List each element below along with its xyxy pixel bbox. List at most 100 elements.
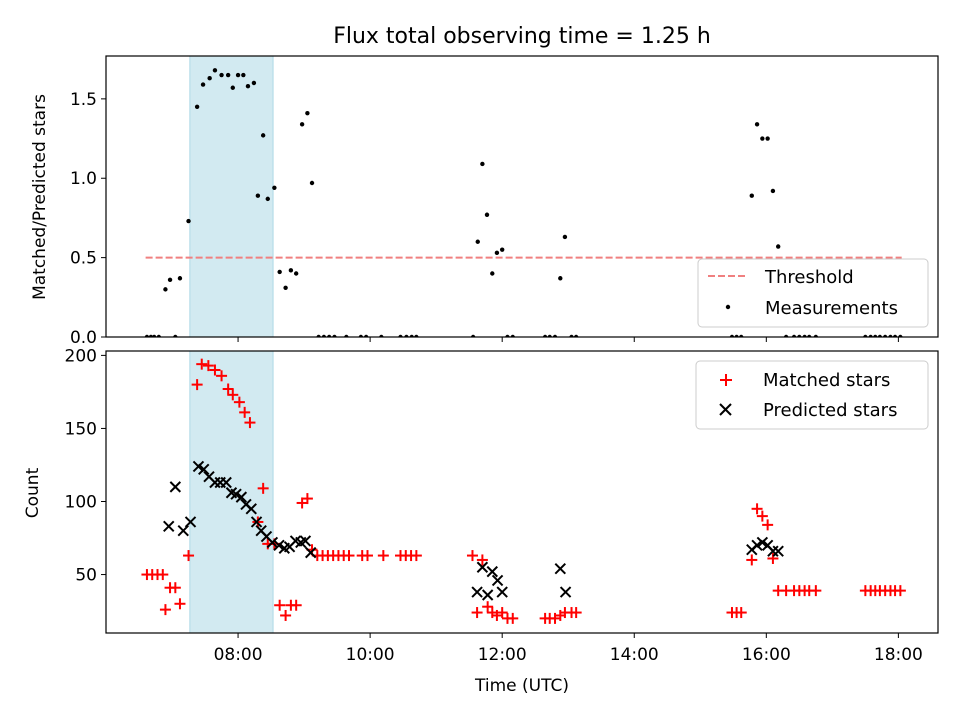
top-legend-box [697, 258, 929, 328]
matched-stars-point-24 [280, 609, 292, 621]
predicted-stars-point-5 [198, 463, 210, 476]
predicted-stars-point-24 [299, 535, 312, 547]
measurements-point-23 [272, 185, 277, 190]
predicted-stars-point-4 [192, 460, 205, 473]
predicted-stars-point-29 [486, 565, 498, 578]
predicted-stars-point-39 [772, 545, 784, 557]
predicted-stars-legend-label: Predicted stars [763, 400, 897, 421]
top-ticks: 0.0 0.5 1.0 1.5 [70, 90, 899, 348]
matched-stars-point-50 [496, 607, 508, 619]
measurements-point-44 [475, 239, 480, 244]
matched-stars-point-39 [377, 550, 389, 562]
matched-stars-point-15 [227, 389, 239, 401]
top-y-tick-label: 0.5 [70, 249, 97, 269]
top-legend: Threshold Measurements [697, 258, 929, 328]
matched-stars-point-44 [466, 550, 478, 562]
matched-stars-point-59 [570, 607, 582, 619]
measurements-point-21 [260, 133, 266, 138]
measurements-point-7 [177, 276, 183, 281]
bottom-y-axis-label: Count [23, 467, 43, 518]
matched-stars-point-16 [233, 396, 245, 408]
matched-stars-point-66 [762, 519, 774, 531]
matched-stars-legend-label: Matched stars [763, 370, 890, 391]
matched-stars-point-65 [756, 510, 768, 522]
bottom-x-tick-label: 16:00 [742, 645, 791, 665]
threshold-legend-label: Threshold [764, 267, 854, 288]
measurements-point-67 [776, 244, 781, 249]
measurements-point-63 [754, 122, 760, 127]
matched-stars-point-18 [244, 417, 256, 429]
predicted-stars-point-18 [266, 536, 279, 549]
measurements-point-62 [749, 193, 754, 198]
bottom-y-tick-label: 150 [65, 419, 97, 439]
measurements-point-64 [760, 136, 765, 141]
matched-stars-point-82 [894, 585, 906, 597]
predicted-stars-point-27 [476, 561, 489, 573]
measurements-point-8 [186, 218, 191, 224]
measurements-point-11 [207, 76, 212, 81]
matched-stars-point-63 [746, 554, 758, 566]
measurements-point-65 [765, 136, 770, 141]
measurements-point-16 [235, 72, 241, 78]
measurements-point-48 [494, 250, 500, 256]
measurements-point-15 [230, 85, 235, 90]
measurements-point-27 [293, 271, 299, 276]
top-y-axis-label: Matched/Predicted stars [30, 94, 50, 300]
bottom-x-tick-label: 10:00 [346, 645, 395, 665]
top-axes-frame [105, 55, 939, 338]
predicted-stars-point-35 [751, 539, 763, 552]
measurements-point-24 [277, 269, 282, 275]
predicted-stars-point-36 [756, 536, 769, 549]
matched-stars-point-7 [174, 598, 186, 610]
measurements-point-66 [770, 188, 776, 194]
top-plot-content [144, 56, 903, 337]
measurements-point-20 [255, 193, 261, 198]
matched-stars-point-12 [209, 364, 221, 376]
predicted-stars-series [163, 460, 784, 601]
bottom-plot-content [141, 351, 906, 633]
matched-stars-point-13 [216, 370, 228, 382]
measurements-point-28 [299, 122, 305, 127]
top-y-tick-label: 0.0 [70, 328, 97, 348]
matched-stars-point-36 [343, 550, 355, 562]
matched-stars-point-26 [290, 599, 302, 611]
measurements-point-18 [245, 83, 251, 89]
measurements-point-19 [251, 80, 257, 86]
bottom-axes-frame [105, 350, 939, 634]
predicted-stars-point-12 [235, 491, 248, 503]
predicted-stars-point-30 [491, 574, 504, 587]
measurements-point-22 [265, 196, 270, 202]
measurements-point-9 [194, 104, 200, 110]
bottom-ticks: 50 100 150 200 08:00 10:00 12:00 14:00 16:00 18:0… [65, 346, 923, 665]
measurements-point-30 [309, 180, 315, 186]
matched-stars-point-74 [810, 585, 822, 597]
measurements-point-49 [499, 247, 505, 252]
matched-stars-point-52 [507, 612, 519, 624]
matched-stars-point-67 [767, 552, 779, 564]
predicted-stars-legend-swatch [719, 403, 732, 416]
matched-stars-point-23 [274, 599, 286, 611]
matched-stars-point-28 [301, 493, 313, 505]
measurements-point-56 [562, 234, 568, 240]
measurements-point-12 [212, 68, 218, 73]
matched-stars-point-8 [183, 550, 195, 562]
matched-stars-point-17 [239, 406, 251, 418]
predicted-stars-point-1 [169, 481, 182, 493]
matched-stars-point-10 [196, 358, 208, 370]
bottom-x-tick-label: 08:00 [214, 645, 263, 665]
bottom-x-tick-label: 14:00 [610, 645, 659, 665]
matched-stars-point-11 [202, 360, 214, 372]
predicted-stars-point-28 [481, 589, 494, 601]
bottom-y-tick-label: 200 [65, 346, 97, 366]
predicted-stars-point-33 [559, 586, 572, 598]
measurements-legend-swatch [725, 304, 731, 310]
matched-stars-point-62 [735, 607, 747, 619]
matched-stars-point-6 [169, 582, 181, 594]
predicted-stars-point-15 [250, 516, 263, 528]
bottom-legend-box [695, 360, 929, 430]
bottom-y-tick-label: 100 [65, 492, 97, 512]
measurements-point-55 [558, 276, 563, 281]
matched-stars-point-20 [257, 482, 269, 494]
predicted-stars-point-25 [304, 546, 317, 559]
measurements-point-46 [484, 212, 490, 217]
